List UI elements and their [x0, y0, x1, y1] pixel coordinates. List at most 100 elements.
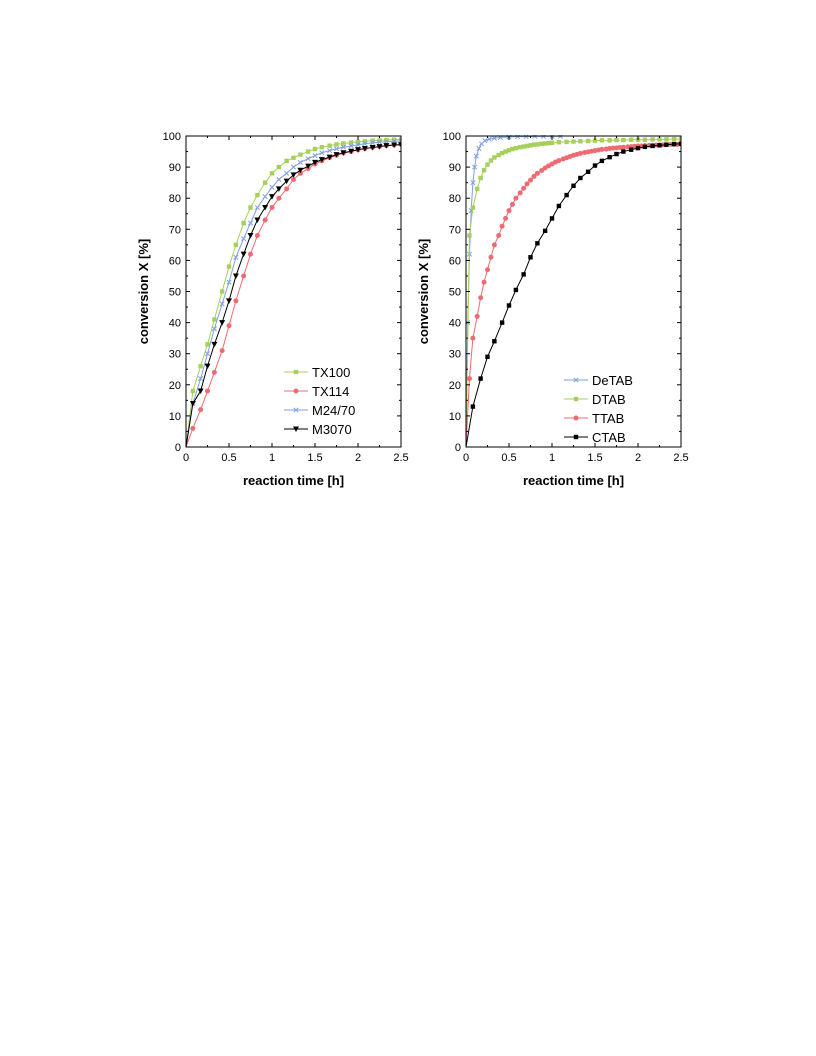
left-point-M3070: [361, 145, 368, 152]
left-point-TX100: [319, 144, 325, 150]
right-point-DTAB: [535, 142, 540, 147]
right-point-CTAB: [499, 320, 505, 325]
right-point-DTAB: [478, 175, 483, 181]
x-tick-label: 1.5: [307, 452, 322, 464]
left-point-TX100: [262, 180, 268, 185]
right-point-DTAB: [485, 162, 490, 167]
left-point-M3070: [189, 400, 196, 407]
right-point-TTAB: [539, 168, 545, 174]
left-point-TX100: [190, 388, 196, 394]
legend-marker-M3070: [293, 426, 299, 432]
x-tick-label: 1.5: [587, 452, 602, 464]
right-point-CTAB: [564, 192, 569, 198]
legend-marker-DTAB: [573, 396, 579, 402]
right-point-CTAB: [571, 183, 576, 188]
right-point-TTAB: [599, 146, 605, 152]
right-point-CTAB: [607, 154, 612, 160]
x-tick-label: 0: [463, 452, 469, 464]
x-tick-label: 0: [183, 452, 189, 464]
right-point-DTAB: [650, 137, 655, 142]
left-point-M24/70: [226, 279, 232, 285]
left-point-M3070: [391, 142, 398, 149]
right-point-CTAB: [528, 255, 533, 260]
left-point-M3070: [211, 341, 218, 348]
left-point-M24/70: [297, 159, 303, 165]
right-point-DTAB: [517, 144, 523, 150]
left-point-TX114: [211, 369, 217, 375]
right-point-DTAB: [657, 137, 662, 142]
left-point-M3070: [398, 142, 401, 148]
right-point-DeTAB: [491, 135, 497, 141]
y-tick-label: 60: [169, 255, 181, 267]
legend-marker-TX100: [293, 369, 299, 375]
y-tick-label: 90: [449, 162, 461, 174]
right-point-CTAB: [535, 241, 540, 246]
right-point-DTAB: [578, 139, 583, 144]
right-point-CTAB: [478, 376, 483, 381]
right-point-DTAB: [481, 168, 487, 173]
left-point-M3070: [226, 298, 232, 304]
x-tick-label: 2.5: [673, 452, 688, 464]
left-point-M3070: [376, 144, 383, 150]
left-point-M3070: [312, 159, 318, 166]
left-line-TX100: [186, 138, 401, 447]
left-point-TX100: [219, 289, 225, 294]
x-axis-title: reaction time [h]: [523, 473, 624, 488]
legend-label-DTAB: DTAB: [592, 392, 626, 407]
y-tick-label: 100: [443, 131, 461, 143]
left-point-M3070: [383, 143, 390, 149]
left-point-M24/70: [312, 153, 318, 159]
right-point-CTAB: [470, 404, 476, 409]
right-point-TTAB: [531, 173, 537, 179]
x-tick-label: 0.5: [221, 452, 236, 464]
left-point-M3070: [348, 148, 355, 155]
right-point-TTAB: [496, 233, 502, 239]
right-point-TTAB: [517, 190, 523, 196]
y-tick-label: 70: [449, 224, 461, 236]
left-point-TX100: [370, 138, 375, 143]
right-point-DTAB: [531, 142, 537, 147]
legend: TX100 TX114 M24/70 M3070: [284, 365, 355, 437]
right-point-CTAB: [599, 158, 605, 164]
right-point-DTAB: [539, 141, 544, 146]
y-tick-label: 10: [169, 411, 181, 423]
right-point-CTAB: [592, 163, 598, 168]
left-point-M24/70: [254, 204, 260, 211]
y-tick-label: 80: [449, 193, 461, 205]
left-point-TX100: [341, 141, 346, 146]
left-line-M3070: [186, 144, 401, 447]
right-point-DTAB: [513, 145, 519, 151]
right-point-DeTAB: [473, 153, 479, 159]
right-point-TTAB: [485, 267, 490, 273]
right-point-TTAB: [481, 279, 487, 285]
right-point-DTAB: [664, 137, 669, 142]
right-point-DTAB: [503, 149, 508, 154]
left-point-M3070: [318, 157, 325, 163]
left-point-TX100: [334, 142, 339, 147]
left-point-TX100: [233, 242, 239, 248]
right-point-DTAB: [599, 138, 605, 143]
x-tick-label: 2.5: [393, 452, 408, 464]
left-point-TX100: [312, 146, 318, 152]
left-point-M24/70: [269, 184, 275, 190]
left-point-M24/70: [284, 170, 290, 176]
y-tick-label: 80: [169, 193, 181, 205]
left-line-M24/70: [186, 140, 401, 447]
legend-label-DeTAB: DeTAB: [592, 373, 633, 388]
x-tick-label: 2: [635, 452, 641, 464]
y-tick-label: 60: [449, 255, 461, 267]
right-point-DTAB: [628, 137, 634, 142]
left-point-M3070: [232, 273, 239, 279]
legend-marker-DeTAB: [573, 377, 579, 383]
left-point-TX100: [377, 138, 382, 143]
right-point-DTAB: [614, 137, 619, 143]
left-point-TX100: [355, 139, 361, 145]
y-axis-title: conversion X [%]: [136, 239, 151, 344]
left-point-M3070: [326, 154, 333, 161]
right-point-DTAB: [546, 140, 551, 146]
y-tick-label: 50: [449, 287, 461, 299]
right-point-DTAB: [528, 143, 533, 148]
y-tick-label: 0: [455, 442, 461, 454]
chart-left: 0 0.5 1 1.5 2 2.5 0 10 20 30 40 50 60 70 80 90 100 reacti…: [136, 131, 409, 488]
right-point-TTAB: [503, 215, 509, 221]
